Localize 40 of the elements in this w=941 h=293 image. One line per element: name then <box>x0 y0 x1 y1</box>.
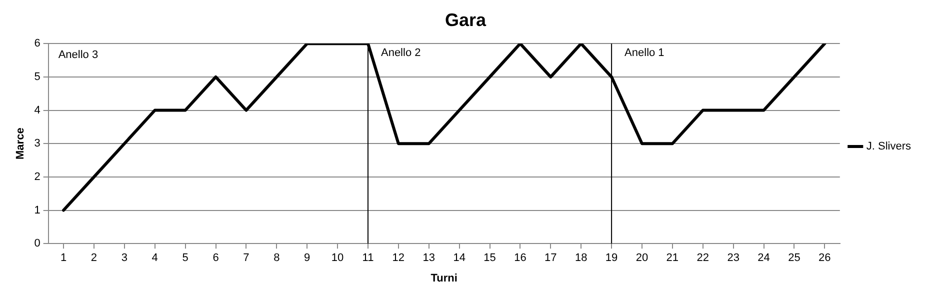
x-tick-label: 8 <box>274 252 280 264</box>
ref-line-label: Anello 1 <box>624 47 664 60</box>
legend-label: J. Slivers <box>866 140 912 153</box>
x-tick-label: 14 <box>453 252 466 264</box>
x-tick-label: 5 <box>182 252 188 264</box>
x-tick-label: 16 <box>514 252 526 264</box>
y-tick-label: 5 <box>34 70 40 83</box>
x-tick-label: 15 <box>484 252 496 264</box>
x-tick-label: 9 <box>304 252 310 264</box>
x-tick-label: 4 <box>152 252 158 264</box>
x-tick-label: 19 <box>605 252 618 264</box>
x-tick-label: 3 <box>121 252 128 264</box>
chart-title: Gara <box>444 10 487 30</box>
x-tick-label: 13 <box>422 252 436 264</box>
x-tick-label: 7 <box>243 252 250 264</box>
x-tick-label: 10 <box>331 252 344 264</box>
y-tick-label: 1 <box>34 204 40 216</box>
y-tick-label: 0 <box>34 238 40 250</box>
x-tick-label: 1 <box>60 252 67 264</box>
x-tick-label: 24 <box>758 252 770 264</box>
x-tick-label: 11 <box>362 252 374 264</box>
x-tick-label: 17 <box>544 252 557 264</box>
x-tick-label: 25 <box>788 252 800 264</box>
x-tick-label: 21 <box>666 252 679 264</box>
y-tick-label: 4 <box>34 104 40 116</box>
x-tick-label: 20 <box>636 252 648 264</box>
annotation: Anello 3 <box>58 49 98 62</box>
y-axis-title: Marce <box>14 128 27 160</box>
x-axis-title: Turni <box>430 272 458 284</box>
x-tick-label: 23 <box>727 252 740 264</box>
x-tick-label: 6 <box>212 252 219 264</box>
x-tick-label: 18 <box>574 252 588 264</box>
y-tick-label: 6 <box>34 38 40 50</box>
x-tick-label: 2 <box>90 252 98 264</box>
x-tick-label: 26 <box>818 252 831 264</box>
x-tick-label: 22 <box>696 252 710 264</box>
x-tick-label: 12 <box>392 252 405 264</box>
ref-line-label: Anello 2 <box>380 47 421 60</box>
y-tick-label: 2 <box>34 170 40 183</box>
y-tick-label: 3 <box>34 138 40 150</box>
